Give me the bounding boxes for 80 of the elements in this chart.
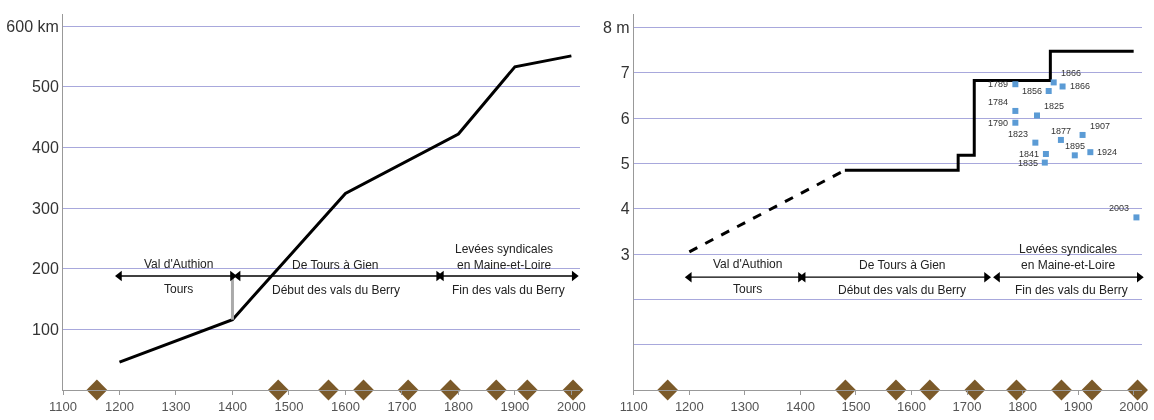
point [1059, 83, 1066, 90]
x-tick-label: 1600 [330, 398, 360, 414]
annotation: Fin des vals du Berry [1015, 283, 1128, 297]
y-tick-label: 100 [32, 320, 59, 338]
x-tick-label: 1800 [443, 398, 473, 414]
annotation: 1895 [1065, 141, 1086, 151]
annotation: Val d'Authion [144, 257, 214, 271]
point [1032, 139, 1039, 146]
annotation: 1825 [1044, 101, 1065, 111]
annotation: 1877 [1051, 126, 1072, 136]
point [1041, 159, 1048, 166]
x-tick-label: 1600 [897, 398, 926, 414]
x-tick-label: 1500 [841, 398, 871, 414]
x-tick-label: 1500 [274, 398, 304, 414]
x-tick-label: 2000 [1119, 398, 1149, 414]
point [1042, 150, 1049, 157]
y-tick-label: 5 [620, 155, 630, 173]
point [1050, 79, 1057, 86]
point [964, 379, 986, 401]
x-tick-label: 1900 [1063, 398, 1093, 414]
point [1079, 131, 1086, 138]
annotation: 1789 [988, 79, 1009, 89]
annotation: 2003 [1109, 203, 1130, 213]
y-tick-label: 600 km [6, 17, 59, 35]
point [1012, 107, 1019, 114]
annotation: 1841 [1019, 149, 1040, 159]
y-tick-label: 8 m [602, 19, 630, 37]
x-tick-label: 1700 [387, 398, 417, 414]
annotation: Tours [733, 282, 763, 296]
x-tick-label: 1800 [1008, 398, 1038, 414]
y-tick-label: 500 [32, 78, 59, 96]
x-tick-label: 1200 [674, 398, 704, 414]
y-tick-label: 200 [32, 260, 59, 278]
x-tick-label: 1200 [105, 398, 134, 414]
annotation: Début des vals du Berry [272, 283, 401, 297]
annotation: Val d'Authion [713, 257, 783, 271]
y-tick-label: 3 [620, 245, 630, 263]
point [1045, 88, 1052, 95]
annotation: 1856 [1022, 86, 1043, 96]
point [1034, 112, 1041, 119]
annotation: Début des vals du Berry [838, 283, 967, 297]
annotation: De Tours à Gien [292, 258, 379, 272]
x-tick-label: 1300 [730, 398, 760, 414]
point [1057, 136, 1064, 143]
x-tick-label: 1100 [49, 398, 77, 414]
x-tick-label: 1900 [500, 398, 530, 414]
x-tick-label: 1100 [619, 398, 648, 414]
annotation: Tours [164, 282, 194, 296]
point [1133, 214, 1140, 221]
x-tick-label: 1300 [161, 398, 191, 414]
x-tick-label: 1700 [952, 398, 982, 414]
annotation: 1924 [1097, 147, 1118, 157]
annotation: Fin des vals du Berry [452, 283, 565, 297]
annotation: 1866 [1070, 81, 1091, 91]
annotation: Levées syndicales en Maine-et-Loire [455, 242, 554, 272]
point [1087, 149, 1094, 156]
annotation: 1823 [1008, 129, 1029, 139]
x-tick-label: 2000 [556, 398, 586, 414]
x-tick-label: 1400 [218, 398, 247, 414]
y-tick-label: 6 [620, 109, 630, 127]
point [885, 379, 907, 401]
point [657, 379, 679, 401]
point [1012, 81, 1019, 88]
annotation: Levées syndicales en Maine-et-Loire [1019, 242, 1118, 272]
point [1081, 379, 1103, 401]
annotation: De Tours à Gien [859, 258, 946, 272]
point [1012, 119, 1019, 126]
annotation: 1907 [1090, 121, 1111, 131]
y-tick-label: 7 [620, 64, 630, 82]
annotation: 1866 [1061, 68, 1082, 78]
line-series [117, 54, 573, 364]
x-tick-label: 1400 [785, 398, 815, 414]
y-tick-label: 400 [32, 139, 59, 157]
point [1071, 152, 1078, 159]
annotation: 1784 [988, 97, 1009, 107]
annotation: 1835 [1018, 158, 1039, 168]
y-tick-label: 300 [32, 199, 59, 217]
y-tick-label: 4 [620, 200, 630, 218]
annotation: 1790 [988, 118, 1009, 128]
point [919, 379, 941, 401]
